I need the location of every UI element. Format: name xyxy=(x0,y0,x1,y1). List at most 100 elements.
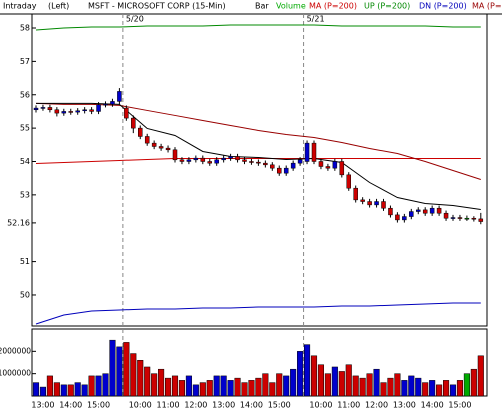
volume-bar xyxy=(269,382,276,397)
legend-entry: MA (P=200) xyxy=(309,2,357,11)
legend-entry: DN (P=200) xyxy=(419,2,467,11)
volume-bar xyxy=(39,386,47,397)
volume-bar xyxy=(456,380,463,397)
y-tick-label: 50 xyxy=(20,290,30,299)
candle-body xyxy=(464,217,470,220)
candle-body xyxy=(68,111,73,113)
candle-body xyxy=(304,142,310,162)
indicator-line xyxy=(36,102,481,211)
volume-bar xyxy=(463,373,470,397)
volume-bar xyxy=(276,373,283,397)
volume-bar xyxy=(429,380,436,397)
volume-bar xyxy=(165,377,172,397)
candle-body xyxy=(429,207,435,214)
x-tick-label: 11:00 xyxy=(337,401,360,410)
y-tick-label: 55 xyxy=(20,124,30,133)
volume-bar xyxy=(144,366,151,397)
volume-bar xyxy=(436,384,443,397)
candle-body xyxy=(103,103,108,106)
x-tick-label: 10:00 xyxy=(129,401,152,410)
x-tick-label: 13:00 xyxy=(212,401,235,410)
x-tick-label: 12:00 xyxy=(184,401,207,410)
y-tick-label: 54 xyxy=(20,157,30,166)
volume-bar xyxy=(262,373,269,397)
volume-bar xyxy=(213,375,220,397)
candle-body xyxy=(200,157,206,162)
candle-body xyxy=(409,211,414,217)
volume-bar xyxy=(401,380,408,397)
candle-body xyxy=(228,156,233,159)
volume-bar xyxy=(470,368,477,397)
volume-bar xyxy=(408,375,415,397)
volume-bar xyxy=(74,382,81,397)
candle-body xyxy=(96,104,101,112)
y-tick-label: 51 xyxy=(20,257,30,266)
candle-body xyxy=(186,159,192,162)
volume-bar xyxy=(290,368,297,397)
candle-body xyxy=(457,217,463,219)
candle-body xyxy=(318,161,324,167)
volume-bar xyxy=(352,375,359,397)
candle-body xyxy=(131,117,136,129)
volume-bar xyxy=(345,364,352,397)
volume-bar xyxy=(443,380,450,397)
volume-bar xyxy=(415,377,422,397)
x-tick-label: 14:00 xyxy=(59,401,82,410)
candle-body xyxy=(395,214,400,221)
candle-body xyxy=(360,199,365,202)
y-tick-label: 57 xyxy=(20,57,30,66)
volume-bar xyxy=(137,360,144,397)
volume-bar xyxy=(109,339,116,397)
chart-title: MSFT - MICROSOFT CORP (15-Min) xyxy=(88,2,226,11)
volume-bar xyxy=(151,373,158,397)
candle-body xyxy=(40,107,46,109)
volume-bar xyxy=(248,380,255,397)
legend-entry: MA (P=200) xyxy=(472,2,502,11)
volume-bar xyxy=(338,371,345,397)
volume-bar xyxy=(310,355,318,397)
candle-body xyxy=(471,217,477,220)
candle-body xyxy=(290,162,296,169)
candle-body xyxy=(478,218,484,222)
volume-bar xyxy=(102,373,109,397)
volume-bar xyxy=(178,380,185,397)
volume-bar xyxy=(88,375,95,397)
volume-bar xyxy=(206,380,213,397)
candle-body xyxy=(422,209,428,214)
indicator-line xyxy=(35,157,481,164)
volume-bar xyxy=(199,382,206,397)
candle-body xyxy=(242,159,247,162)
candle-body xyxy=(311,142,317,162)
candle-body xyxy=(172,149,178,161)
volume-bar xyxy=(317,364,324,397)
price-panel xyxy=(31,13,488,327)
candle-body xyxy=(332,161,338,169)
volume-bar xyxy=(394,373,401,397)
candle-body xyxy=(443,212,449,219)
x-tick-label: 10:00 xyxy=(309,401,332,410)
candle-body xyxy=(374,201,379,206)
candle-body xyxy=(450,217,456,219)
candle-body xyxy=(221,157,226,161)
candle-body xyxy=(89,109,94,112)
volume-bar xyxy=(359,377,366,397)
volume-bar xyxy=(116,346,123,397)
volume-tick-label: 1000000 xyxy=(0,369,31,378)
candle-body xyxy=(346,174,351,189)
y-tick-label: 58 xyxy=(20,24,30,33)
volume-bar xyxy=(171,375,179,397)
candle-body xyxy=(339,161,345,176)
candle-body xyxy=(353,187,358,201)
volume-bar xyxy=(227,380,234,397)
candle-body xyxy=(436,207,442,214)
volume-bar xyxy=(255,377,262,397)
candle-body xyxy=(110,101,115,105)
indicator-line xyxy=(35,102,481,180)
y-tick-label: 52.16 xyxy=(7,218,30,227)
candle-body xyxy=(416,209,421,212)
volume-bar xyxy=(185,375,192,397)
candle-body xyxy=(277,167,282,174)
volume-bar xyxy=(297,351,304,397)
